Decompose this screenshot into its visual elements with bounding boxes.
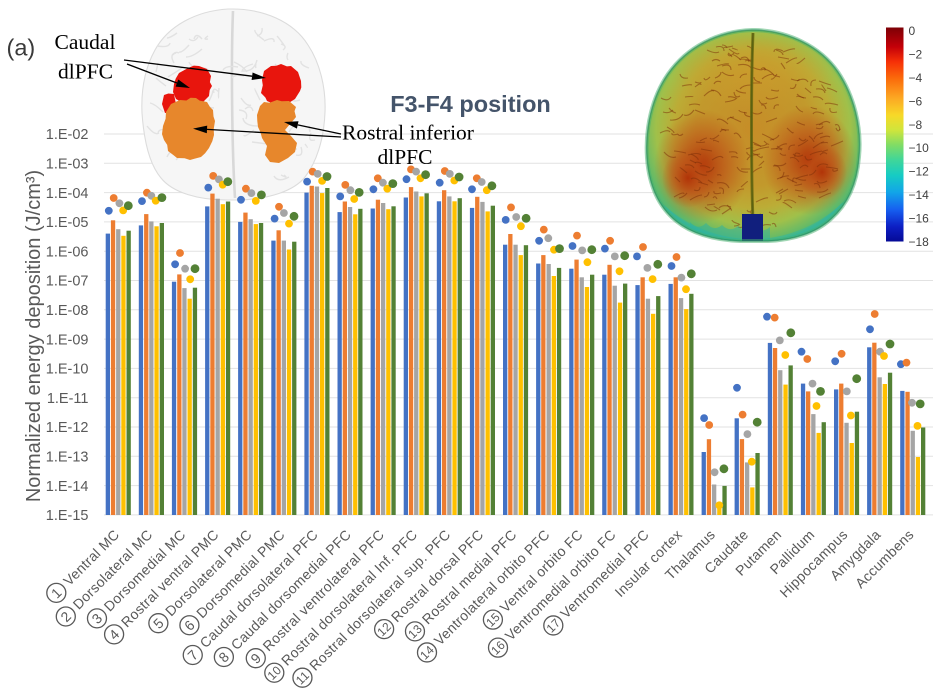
svg-text:0: 0 — [909, 24, 916, 38]
svg-text:−6: −6 — [909, 94, 923, 108]
svg-text:1.E-14: 1.E-14 — [46, 479, 89, 495]
svg-text:1.E-08: 1.E-08 — [46, 303, 89, 319]
svg-text:−4: −4 — [909, 71, 923, 85]
svg-text:dlPFC: dlPFC — [58, 60, 113, 84]
svg-text:1.E-09: 1.E-09 — [46, 332, 89, 348]
svg-text:1.E-15: 1.E-15 — [46, 508, 89, 524]
svg-text:−12: −12 — [909, 165, 930, 179]
svg-text:1.E-10: 1.E-10 — [46, 362, 89, 378]
svg-text:Rostral inferior: Rostral inferior — [342, 121, 474, 145]
svg-text:1.E-12: 1.E-12 — [46, 420, 89, 436]
svg-text:−14: −14 — [909, 188, 930, 202]
svg-text:Caudal: Caudal — [55, 30, 116, 54]
svg-text:−2: −2 — [909, 48, 923, 62]
svg-text:1.E-05: 1.E-05 — [46, 215, 89, 231]
svg-text:Normalized energy deposition (: Normalized energy deposition (J/cm³) — [23, 170, 45, 502]
svg-text:1.E-13: 1.E-13 — [46, 450, 89, 466]
svg-text:1.E-07: 1.E-07 — [46, 274, 89, 290]
svg-text:(a): (a) — [7, 35, 36, 61]
svg-text:−8: −8 — [909, 118, 923, 132]
svg-text:F3-F4 position: F3-F4 position — [390, 91, 551, 117]
svg-text:−10: −10 — [909, 141, 930, 155]
svg-text:1.E-03: 1.E-03 — [46, 157, 89, 173]
svg-text:1.E-11: 1.E-11 — [47, 391, 89, 407]
svg-text:dlPFC: dlPFC — [378, 145, 433, 169]
svg-text:−18: −18 — [909, 235, 930, 249]
svg-text:1.E-02: 1.E-02 — [46, 127, 89, 143]
svg-text:−16: −16 — [909, 212, 930, 226]
svg-text:1.E-06: 1.E-06 — [46, 244, 89, 260]
svg-text:1.E-04: 1.E-04 — [46, 186, 89, 202]
